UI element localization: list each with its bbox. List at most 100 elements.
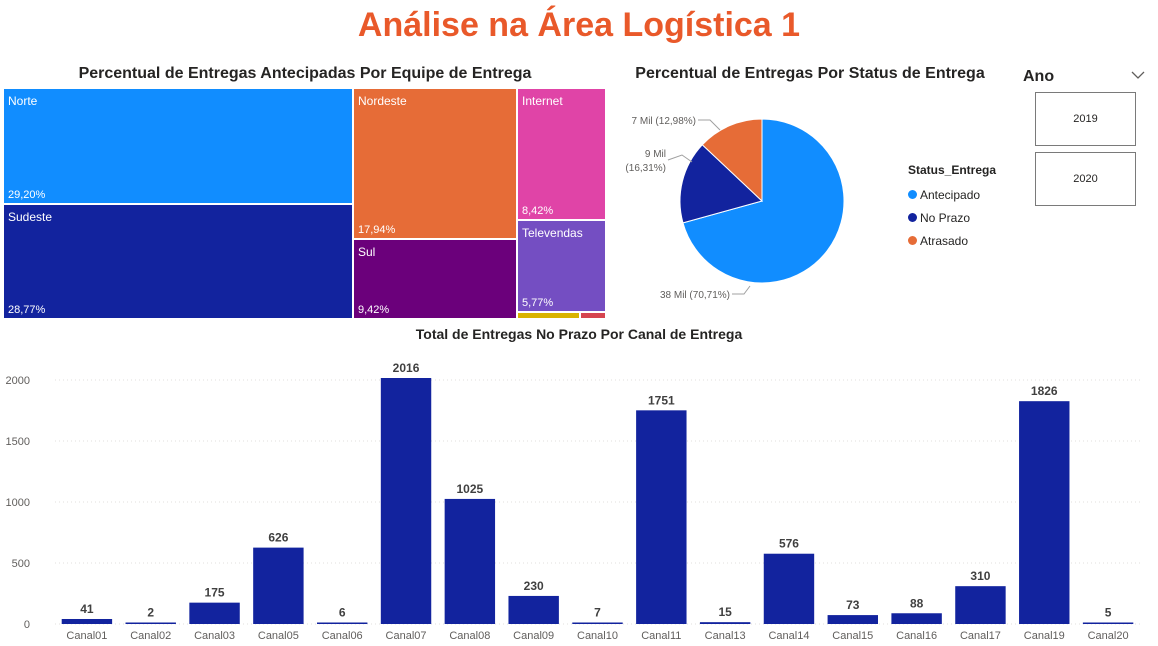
slicer-title: Ano bbox=[1023, 68, 1055, 85]
bar-data-label: 310 bbox=[970, 569, 990, 583]
bar-data-label: 1751 bbox=[648, 393, 675, 407]
leader-line-atrasado bbox=[698, 119, 721, 131]
x-tick-label: Canal01 bbox=[66, 630, 107, 642]
bar[interactable] bbox=[763, 553, 815, 624]
tile-percent: 8,42% bbox=[522, 205, 554, 217]
treemap-title: Percentual de Entregas Antecipadas Por E… bbox=[78, 65, 532, 82]
legend-item-no-prazo[interactable]: No Prazo bbox=[908, 206, 996, 229]
x-tick-label: Canal02 bbox=[130, 630, 171, 642]
pie-title: Percentual de Entregas Por Status de Ent… bbox=[635, 65, 985, 82]
leader-line-antecipado bbox=[732, 285, 751, 295]
y-tick-label: 1000 bbox=[6, 497, 30, 509]
bar-data-label: 6 bbox=[339, 606, 346, 620]
page-title: Análise na Área Logística 1 bbox=[357, 6, 801, 44]
x-tick-label: Canal11 bbox=[641, 630, 681, 642]
bar[interactable] bbox=[699, 622, 751, 624]
legend-item-atrasado[interactable]: Atrasado bbox=[908, 229, 996, 252]
tile-label: Sul bbox=[358, 245, 376, 259]
bar[interactable] bbox=[508, 595, 559, 624]
x-tick-label: Canal09 bbox=[513, 630, 554, 642]
bar-data-label: 15 bbox=[718, 605, 732, 619]
x-tick-label: Canal14 bbox=[768, 630, 809, 642]
tile-percent: 9,42% bbox=[358, 304, 390, 316]
bar[interactable] bbox=[61, 618, 113, 624]
bar-data-label: 2 bbox=[147, 606, 154, 620]
bar-data-label: 73 bbox=[846, 598, 860, 612]
bar-data-label: 2016 bbox=[393, 361, 420, 375]
y-tick-label: 1500 bbox=[6, 436, 30, 448]
legend-dot bbox=[908, 213, 917, 222]
bar[interactable] bbox=[444, 498, 496, 624]
leader-line-no-prazo bbox=[667, 154, 693, 163]
bar[interactable] bbox=[1019, 401, 1070, 624]
bar-chart-title: Total de Entregas No Prazo Por Canal de … bbox=[415, 326, 743, 342]
legend-label: No Prazo bbox=[920, 210, 971, 225]
bar[interactable] bbox=[891, 613, 942, 624]
bar[interactable] bbox=[1082, 622, 1134, 625]
x-tick-label: Canal08 bbox=[449, 630, 490, 642]
x-tick-label: Canal20 bbox=[1088, 630, 1129, 642]
treemap-tile-sul[interactable]: Sul 9,42% bbox=[353, 239, 517, 319]
x-tick-label: Canal13 bbox=[705, 630, 746, 642]
bar-data-label: 1025 bbox=[457, 482, 484, 496]
legend-label: Atrasado bbox=[920, 233, 969, 248]
bar[interactable] bbox=[636, 410, 687, 624]
treemap-tile-internet[interactable]: Internet 8,42% bbox=[517, 88, 606, 220]
x-tick-label: Canal06 bbox=[322, 630, 363, 642]
x-tick-label: Canal16 bbox=[896, 630, 937, 642]
bar[interactable] bbox=[316, 622, 368, 625]
pie-label-atrasado: 7 Mil (12,98%) bbox=[632, 116, 696, 127]
bar-data-label: 88 bbox=[910, 596, 924, 610]
treemap-tile-small-yellow[interactable] bbox=[517, 312, 580, 319]
bar-data-label: 7 bbox=[594, 606, 601, 620]
bar[interactable] bbox=[125, 622, 176, 625]
y-tick-label: 0 bbox=[24, 619, 30, 631]
treemap-tile-televendas[interactable]: Televendas 5,77% bbox=[517, 220, 606, 312]
legend-dot bbox=[908, 190, 917, 199]
bar[interactable] bbox=[189, 602, 240, 624]
treemap-tile-norte[interactable]: Norte 29,20% bbox=[3, 88, 353, 204]
bar-data-label: 41 bbox=[80, 602, 94, 616]
pie-slice-atrasado[interactable] bbox=[701, 118, 763, 203]
x-tick-label: Canal19 bbox=[1024, 630, 1065, 642]
tile-label: Internet bbox=[522, 94, 563, 108]
treemap-tile-sudeste[interactable]: Sudeste 28,77% bbox=[3, 204, 353, 319]
bar[interactable] bbox=[955, 586, 1006, 624]
bar-data-label: 5 bbox=[1105, 606, 1112, 620]
pie-slice-no-prazo[interactable] bbox=[679, 144, 763, 224]
x-tick-label: Canal15 bbox=[832, 630, 873, 642]
slicer-option-2020[interactable]: 2020 bbox=[1035, 152, 1136, 206]
legend-dot bbox=[908, 236, 917, 245]
tile-label: Televendas bbox=[522, 226, 583, 240]
chevron-down-icon[interactable] bbox=[1131, 68, 1145, 84]
pie-label-no-prazo-line1: 9 Mil bbox=[645, 149, 666, 160]
treemap-tile-nordeste[interactable]: Nordeste 17,94% bbox=[353, 88, 517, 239]
tile-label: Nordeste bbox=[358, 94, 407, 108]
tile-percent: 5,77% bbox=[522, 297, 554, 309]
legend-item-antecipado[interactable]: Antecipado bbox=[908, 183, 996, 206]
slicer-option-2019[interactable]: 2019 bbox=[1035, 92, 1136, 146]
bar-data-label: 626 bbox=[268, 531, 288, 545]
bar-chart: 0 500 1000 1500 2000 41 Canal01 2 Canal02 175 Cana… bbox=[6, 361, 1140, 642]
y-tick-label: 500 bbox=[12, 558, 30, 570]
x-tick-label: Canal05 bbox=[258, 630, 299, 642]
tile-percent: 28,77% bbox=[8, 304, 46, 316]
treemap-tile-small-red[interactable] bbox=[580, 312, 606, 319]
bar-data-label: 230 bbox=[524, 579, 544, 593]
bar[interactable] bbox=[380, 378, 432, 624]
legend-label: Antecipado bbox=[920, 187, 981, 202]
pie-label-no-prazo-line2: (16,31%) bbox=[625, 163, 666, 174]
pie-legend: Status_Entrega Antecipado No Prazo Atras… bbox=[908, 163, 996, 252]
bar[interactable] bbox=[572, 622, 623, 625]
pie-slice-antecipado[interactable] bbox=[682, 118, 845, 284]
tile-label: Sudeste bbox=[8, 210, 53, 224]
tile-label: Norte bbox=[8, 94, 38, 108]
pie-chart: 7 Mil (12,98%) 9 Mil (16,31%) 38 Mil (70… bbox=[625, 116, 845, 301]
bar[interactable] bbox=[253, 547, 304, 624]
y-tick-label: 2000 bbox=[6, 375, 30, 387]
x-tick-label: Canal10 bbox=[577, 630, 618, 642]
bar-data-label: 175 bbox=[205, 586, 225, 600]
tile-percent: 17,94% bbox=[358, 224, 396, 236]
bar[interactable] bbox=[827, 615, 879, 624]
bar-data-label: 1826 bbox=[1031, 384, 1058, 398]
